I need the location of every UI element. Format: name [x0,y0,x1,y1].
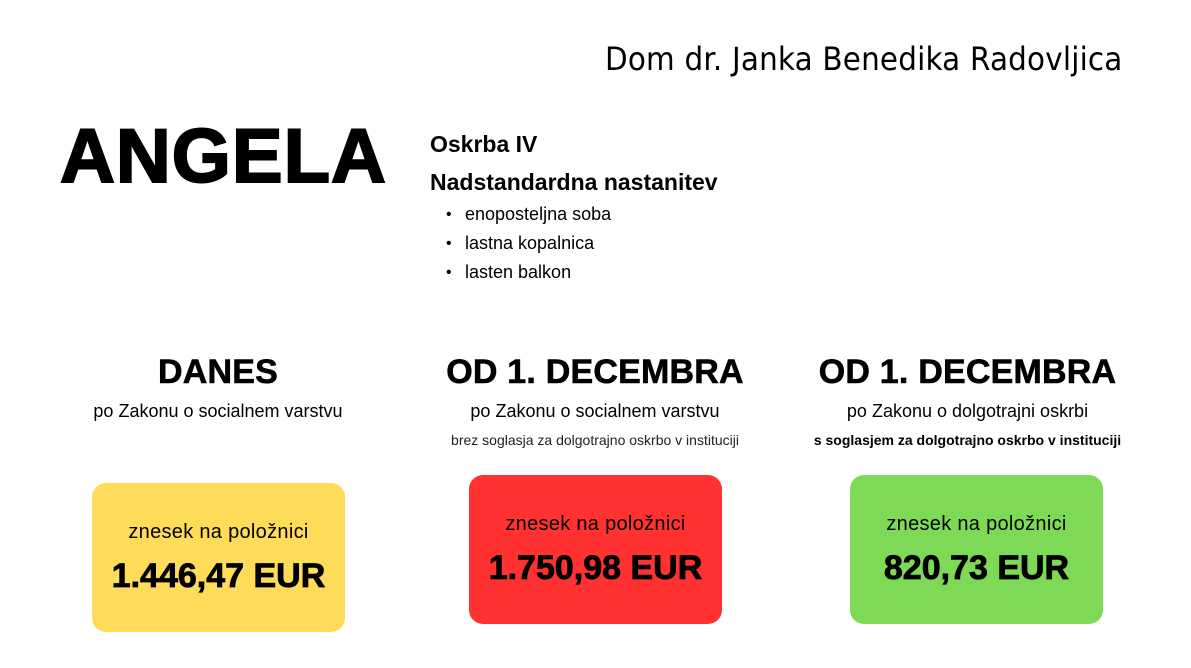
card-amount: 1.750,98 EUR [488,548,703,587]
feature-list: • enoposteljna soba • lastna kopalnica •… [446,200,718,287]
column-december-ltc: OD 1. DECEMBRA po Zakonu o dolgotrajni o… [800,350,1135,450]
column-law: po Zakonu o dolgotrajni oskrbi [846,401,1089,421]
column-title: OD 1. DECEMBRA [818,353,1117,392]
bullet-icon: • [446,264,452,281]
feature-text: lasten balkon [465,262,572,282]
card-label: znesek na položnici [128,520,309,543]
column-law: po Zakonu o socialnem varstvu [93,401,343,421]
care-level: Oskrba IV [430,131,538,157]
column-note: brez soglasja za dolgotrajno oskrbo v in… [451,432,739,448]
amount-card-today: znesek na položnici 1.446,47 EUR [92,483,345,632]
card-amount: 1.446,47 EUR [111,556,326,595]
column-title: DANES [157,353,279,392]
list-item: • enoposteljna soba [446,200,718,229]
list-item: • lasten balkon [446,258,718,287]
card-label: znesek na položnici [886,512,1067,535]
institution-name: Dom dr. Janka Benedika Radovljica [605,40,1123,78]
column-december-social: OD 1. DECEMBRA po Zakonu o socialnem var… [420,350,770,450]
care-details: Oskrba IV Nadstandardna nastanitev • eno… [430,128,718,287]
amount-card-december-ltc: znesek na položnici 820,73 EUR [850,475,1103,624]
column-law: po Zakonu o socialnem varstvu [470,401,720,421]
feature-text: enoposteljna soba [465,204,612,224]
feature-text: lastna kopalnica [465,233,595,253]
card-label: znesek na položnici [505,512,686,535]
bullet-icon: • [446,235,452,252]
card-amount: 820,73 EUR [883,548,1070,587]
accommodation-type: Nadstandardna nastanitev [430,169,718,195]
list-item: • lastna kopalnica [446,229,718,258]
bullet-icon: • [446,206,452,223]
column-today: DANES po Zakonu o socialnem varstvu [58,350,378,424]
column-note: s soglasjem za dolgotrajno oskrbo v inst… [813,432,1122,448]
resident-name: ANGELA [59,113,387,200]
amount-card-december-social: znesek na položnici 1.750,98 EUR [469,475,722,624]
column-title: OD 1. DECEMBRA [446,353,744,392]
